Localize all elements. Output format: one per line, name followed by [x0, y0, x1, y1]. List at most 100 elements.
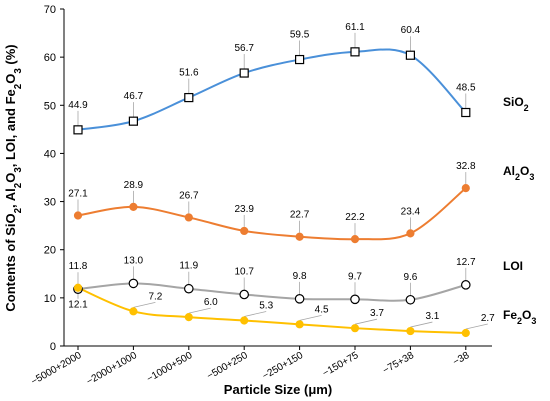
label-leader-line	[188, 307, 211, 314]
series-label-al2o3: Al2O3	[503, 164, 534, 182]
x-tick-label: −38	[451, 350, 472, 368]
data-label-al2o3: 23.9	[234, 204, 254, 215]
x-axis-label: Particle Size (μm)	[224, 382, 332, 397]
y-ticks: 0 10 20 30 40 50 60 70	[44, 4, 64, 353]
data-label-fe2o3: 7.2	[148, 291, 162, 302]
data-point-sio2	[295, 54, 305, 65]
y-tick-label: 20	[44, 245, 56, 257]
data-label-al2o3: 28.9	[124, 180, 144, 191]
data-point-sio2	[461, 107, 471, 118]
data-point-sio2	[73, 125, 83, 135]
label-leader-line	[299, 314, 322, 321]
data-label-sio2: 44.9	[68, 100, 88, 111]
data-point-al2o3	[240, 226, 249, 236]
y-axis-label: Contents of SiO2, Al2O3, LOI, and Fe2O3 …	[3, 44, 24, 311]
data-label-loi: 13.0	[124, 255, 144, 266]
data-label-sio2: 61.1	[345, 22, 365, 33]
label-leader-line	[410, 321, 433, 328]
series-label-loi: LOI	[503, 259, 523, 273]
data-label-sio2: 51.6	[179, 68, 199, 79]
x-tick-label: −500+250	[205, 350, 250, 382]
data-point-al2o3	[184, 213, 193, 222]
data-label-loi: 10.7	[234, 266, 254, 277]
data-label-fe2o3: 12.1	[68, 300, 88, 311]
data-label-fe2o3: 3.7	[370, 308, 384, 319]
data-point-fe2o3	[461, 328, 470, 338]
axes	[63, 9, 492, 347]
y-tick-label: 0	[50, 341, 56, 353]
data-label-al2o3: 27.1	[68, 189, 88, 200]
label-leader-line	[354, 318, 378, 325]
data-label-al2o3: 23.4	[401, 206, 421, 217]
x-tick-label: −1000+500	[145, 350, 195, 385]
data-label-fe2o3: 4.5	[315, 304, 329, 315]
data-point-fe2o3	[73, 283, 83, 292]
series-label-fe2o3: Fe2O3	[503, 308, 536, 326]
data-point-loi	[460, 280, 471, 290]
data-point-fe2o3	[350, 324, 360, 333]
data-labels: 44.9 46.7 51.6 56.7 59.5 61.1 60.4 48.5 27.1 28.9…	[68, 22, 495, 324]
y-tick-label: 70	[44, 4, 56, 16]
data-label-al2o3: 22.7	[290, 210, 310, 221]
data-point-sio2	[184, 92, 194, 103]
data-point-fe2o3	[184, 313, 193, 322]
data-label-loi: 9.8	[293, 271, 307, 282]
data-label-al2o3: 22.2	[345, 212, 365, 223]
data-point-al2o3	[73, 211, 83, 220]
data-point-al2o3	[129, 202, 138, 211]
data-point-loi	[405, 294, 416, 305]
data-point-fe2o3	[240, 316, 249, 325]
data-point-al2o3	[295, 232, 304, 241]
data-point-sio2	[239, 68, 249, 78]
x-tick-label: −5000+2000	[29, 350, 84, 388]
data-point-fe2o3	[295, 320, 304, 329]
y-tick-label: 30	[44, 197, 56, 209]
data-point-fe2o3	[129, 307, 138, 316]
data-point-al2o3	[350, 235, 360, 244]
y-tick-label: 40	[44, 148, 56, 160]
data-point-loi	[128, 278, 139, 289]
data-point-loi	[239, 289, 249, 300]
data-label-al2o3: 32.8	[456, 161, 476, 172]
data-point-al2o3	[461, 183, 470, 193]
data-label-sio2: 59.5	[290, 30, 310, 41]
x-tick-label: −250+150	[261, 350, 306, 382]
label-leader-line	[244, 311, 267, 317]
data-label-loi: 11.8	[69, 261, 88, 272]
x-tick-label: −75+38	[381, 350, 416, 377]
data-label-sio2: 60.4	[401, 25, 421, 36]
data-point-loi	[350, 294, 360, 305]
data-point-loi	[294, 294, 305, 304]
data-point-sio2	[405, 50, 415, 60]
data-label-al2o3: 26.7	[179, 190, 199, 201]
series-markers	[73, 47, 471, 338]
data-label-fe2o3: 3.1	[425, 311, 439, 322]
data-label-loi: 9.7	[348, 271, 362, 282]
data-label-loi: 11.9	[179, 261, 198, 272]
x-tick-label: −150+75	[321, 350, 361, 379]
y-tick-label: 60	[44, 52, 56, 64]
label-leader-line	[465, 323, 488, 330]
series-label-sio2: SiO2	[503, 95, 529, 113]
data-label-fe2o3: 2.7	[481, 313, 495, 324]
series-line-fe2o3	[77, 286, 466, 335]
label-leader-line	[133, 301, 156, 308]
y-tick-label: 10	[44, 293, 56, 305]
data-label-loi: 9.6	[403, 272, 417, 283]
data-label-sio2: 56.7	[234, 43, 254, 54]
data-label-loi: 12.7	[456, 257, 476, 268]
y-tick-label: 50	[44, 100, 56, 112]
data-label-fe2o3: 5.3	[259, 300, 273, 311]
label-leaders	[77, 32, 488, 330]
series-labels: SiO2 Al2O3 LOI Fe2O3	[503, 95, 536, 326]
data-point-sio2	[350, 47, 360, 57]
data-point-fe2o3	[406, 326, 415, 336]
x-tick-label: −2000+1000	[85, 350, 140, 388]
data-label-sio2: 46.7	[124, 91, 144, 102]
data-label-sio2: 48.5	[456, 83, 476, 94]
data-label-fe2o3: 6.0	[204, 297, 218, 308]
data-point-al2o3	[406, 229, 415, 238]
data-point-sio2	[128, 116, 138, 126]
data-point-loi	[184, 283, 194, 294]
